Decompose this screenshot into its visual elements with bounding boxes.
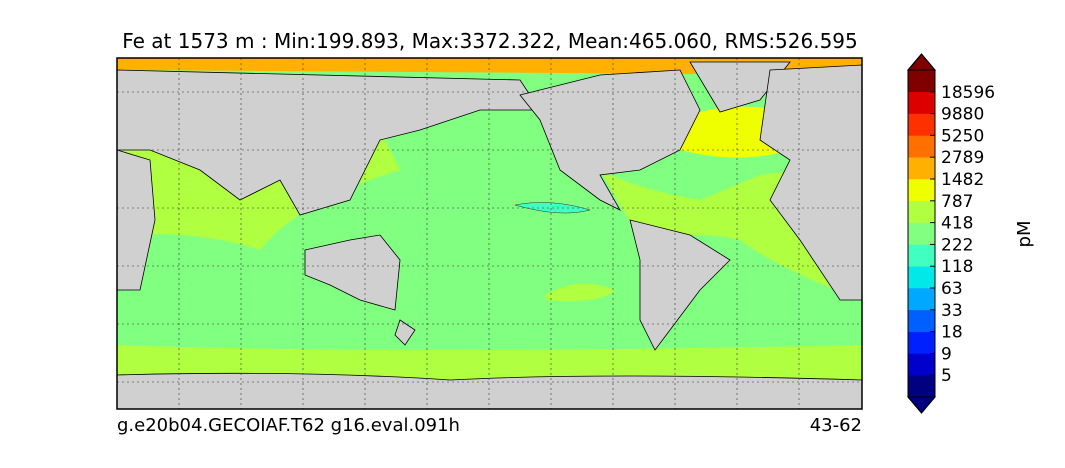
- land: [117, 69, 541, 216]
- graticule: [117, 58, 862, 409]
- colorbar-tick-label: 418: [941, 214, 973, 234]
- colorbar-tick-label: 18596: [941, 83, 995, 103]
- color-segment: [908, 244, 935, 267]
- color-segment: [908, 288, 935, 311]
- color-segment: [908, 375, 935, 398]
- left-caption: g.e20b04.GECOIAF.T62 g16.eval.091h: [117, 415, 460, 436]
- color-segment: [908, 179, 935, 202]
- color-segment: [908, 135, 935, 158]
- field-region: [545, 283, 615, 302]
- land: [117, 149, 156, 291]
- color-segment: [908, 353, 935, 376]
- colorbar-tick-label: 787: [941, 192, 973, 212]
- colorbar-tick-label: 2789: [941, 148, 984, 168]
- color-segment: [908, 70, 935, 93]
- colorbar-tick-label: 63: [941, 279, 963, 299]
- map-frame: [116, 57, 863, 410]
- color-segment: [908, 157, 935, 180]
- color-segment: [908, 309, 935, 332]
- field-region: [680, 106, 790, 158]
- land: [117, 372, 862, 409]
- land: [304, 234, 401, 311]
- color-segment: [908, 113, 935, 136]
- colorbar-tick-label: 5: [941, 366, 952, 386]
- colorbar-label: pM: [1014, 221, 1035, 248]
- land: [519, 69, 701, 211]
- land: [689, 61, 791, 113]
- colorbar-tick-label: 1482: [941, 170, 984, 190]
- colorbar-tick-label: 118: [941, 257, 973, 277]
- color-segment: [908, 331, 935, 354]
- land: [759, 64, 862, 301]
- map-title: Fe at 1573 m : Min:199.893, Max:3372.322…: [122, 29, 858, 53]
- colorbar: 5918336311822241878714822789525098801859…: [906, 53, 995, 414]
- colorbar-tick-label: 18: [941, 323, 963, 343]
- color-segment: [908, 266, 935, 289]
- colorbar-tick-label: 9880: [941, 105, 984, 125]
- colorbar-frame: [907, 53, 936, 414]
- colorbar-tick-label: 33: [941, 301, 963, 321]
- color-segment: [908, 222, 935, 245]
- colorbar-tick-label: 222: [941, 235, 973, 255]
- color-segment: [908, 200, 935, 223]
- color-segment: [908, 91, 935, 114]
- map: [116, 57, 863, 410]
- land: [394, 319, 416, 346]
- right-caption: 43-62: [810, 415, 862, 436]
- land: [629, 219, 731, 351]
- colorbar-tick-label: 5250: [941, 126, 984, 146]
- colorbar-tick-label: 9: [941, 344, 952, 364]
